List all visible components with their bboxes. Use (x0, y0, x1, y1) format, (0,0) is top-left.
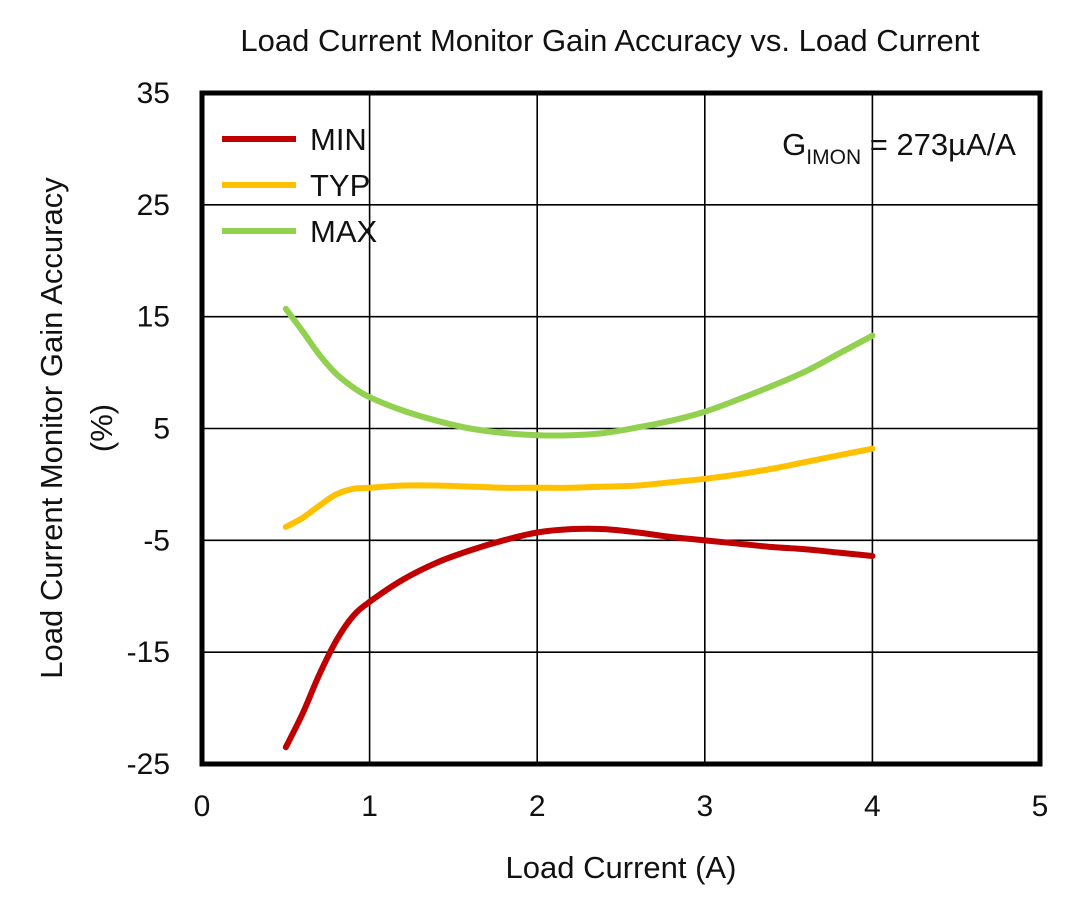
y-axis-label-group: Load Current Monitor Gain Accuracy (34, 177, 69, 679)
x-tick-label: 4 (864, 790, 881, 823)
legend-label-min: MIN (310, 122, 367, 157)
legend-label-max: MAX (310, 214, 378, 249)
plot-frame (199, 90, 1043, 767)
x-tick-label: 0 (194, 790, 211, 823)
y-tick-label: -15 (127, 636, 170, 669)
y-axis-unit: (%) (84, 404, 119, 452)
gain-annotation: GIMON = 273µA/A (782, 127, 1016, 169)
gain-annotation-rest: = 273µA/A (861, 127, 1016, 162)
y-tick-label: 15 (137, 301, 170, 334)
x-tick-labels: 0 1 2 3 4 5 (194, 790, 1049, 823)
y-tick-label: 35 (137, 77, 170, 110)
y-tick-label: -25 (127, 748, 170, 781)
legend: MIN TYP MAX (222, 122, 378, 249)
series-layer (282, 305, 876, 751)
y-tick-label: -5 (143, 524, 170, 557)
series-line-typ (282, 445, 876, 530)
series-line-max (282, 305, 876, 439)
y-axis-label: Load Current Monitor Gain Accuracy (34, 177, 69, 679)
legend-label-typ: TYP (310, 168, 370, 203)
gain-annotation-subscript: IMON (806, 146, 861, 169)
grid (202, 93, 1040, 764)
series-line-min (282, 525, 876, 751)
chart-title: Load Current Monitor Gain Accuracy vs. L… (240, 23, 980, 58)
y-tick-label: 25 (137, 189, 170, 222)
x-axis-label: Load Current (A) (506, 850, 737, 885)
gain-annotation-main: G (782, 127, 806, 162)
y-tick-labels: 35 25 15 5 -5 -15 -25 (127, 77, 170, 781)
x-tick-label: 1 (361, 790, 378, 823)
x-tick-label: 5 (1032, 790, 1049, 823)
y-tick-label: 5 (153, 413, 170, 446)
x-tick-label: 3 (696, 790, 713, 823)
x-tick-label: 2 (529, 790, 546, 823)
y-axis-unit-group: (%) (84, 404, 119, 452)
